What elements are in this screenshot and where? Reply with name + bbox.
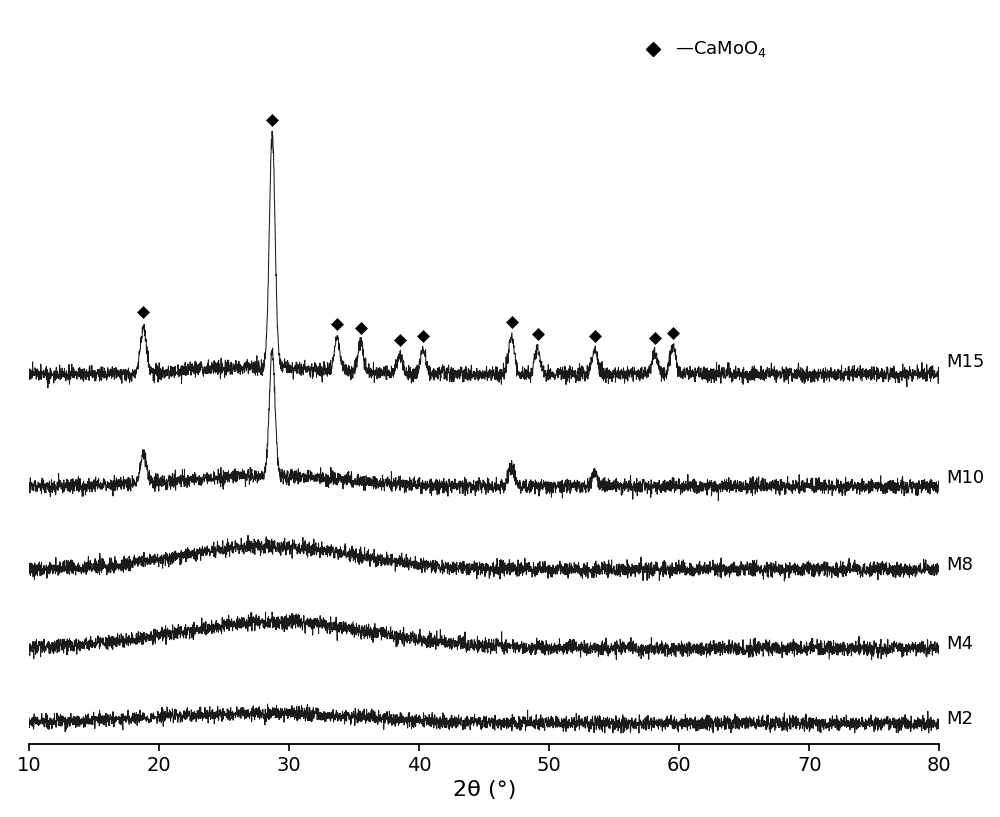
Text: M4: M4 xyxy=(946,636,973,654)
Text: M2: M2 xyxy=(946,710,973,728)
Text: M10: M10 xyxy=(946,469,984,487)
Text: M8: M8 xyxy=(946,556,973,574)
Text: —CaMoO$_4$: —CaMoO$_4$ xyxy=(675,39,767,60)
Text: M15: M15 xyxy=(946,353,984,371)
X-axis label: 2θ (°): 2θ (°) xyxy=(453,780,516,801)
